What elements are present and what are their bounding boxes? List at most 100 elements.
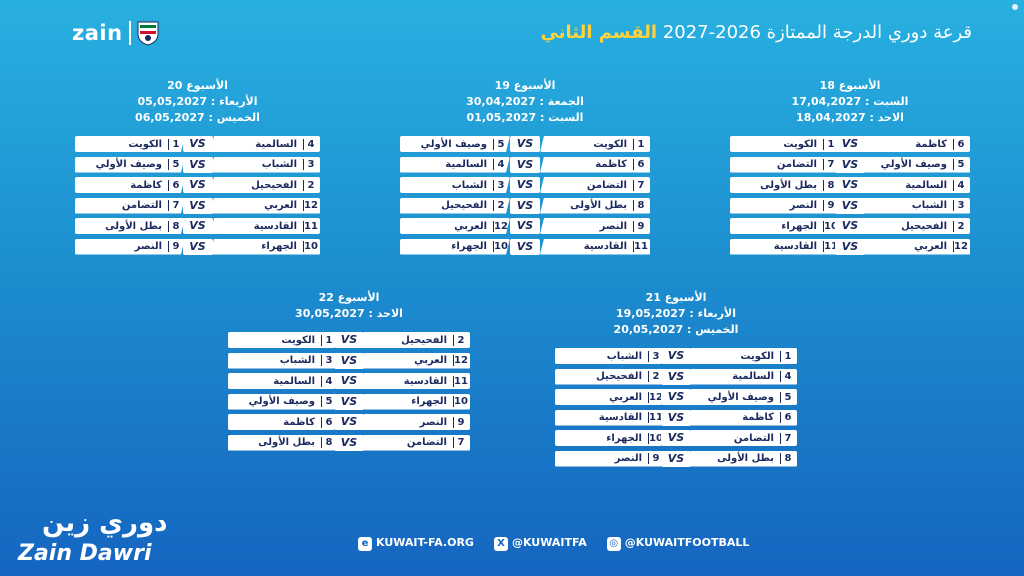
match-row: 5 وصيف الأولي VS 1 الكويت bbox=[400, 136, 650, 152]
match-row: 5 وصيف الأولي VS 3 الشباب bbox=[75, 156, 320, 173]
team-name: النصر bbox=[419, 416, 447, 428]
week-date: الأربعاء : 05,05,2027 bbox=[137, 95, 258, 108]
team-name: بطل الأولى bbox=[717, 453, 774, 464]
team-number: 1 bbox=[780, 350, 795, 362]
match-row: 9 النصر VS 10 الجهراء bbox=[75, 238, 320, 255]
match-row: 12 العربي VS 9 النصر bbox=[400, 218, 650, 234]
home-team: 4 السالمية bbox=[687, 368, 797, 385]
home-team: 11 القادسية bbox=[360, 373, 470, 389]
team-number: 6 bbox=[633, 159, 648, 170]
instagram-link[interactable]: ◎ @KUWAITFOOTBALL bbox=[606, 536, 749, 551]
week-title: الأسبوع 19 bbox=[494, 79, 556, 92]
home-team: 11 القادسية bbox=[540, 238, 650, 255]
match-row: 2 الفحيحيل VS 4 السالمية bbox=[555, 368, 797, 385]
vs-badge: VS bbox=[661, 430, 691, 446]
team-number: 3 bbox=[303, 159, 318, 170]
team-number: 3 bbox=[953, 200, 968, 211]
team-number: 10 bbox=[649, 432, 663, 444]
away-team: 12 العربي bbox=[400, 218, 510, 234]
home-team: 6 كاظمة bbox=[540, 156, 650, 173]
match-row: 10 الجهراء VS 7 التضامن bbox=[555, 430, 797, 446]
team-number: 2 bbox=[648, 371, 663, 382]
team-number: 6 bbox=[780, 412, 795, 423]
team-number: 4 bbox=[493, 159, 508, 170]
home-team: 11 القادسية bbox=[210, 218, 320, 234]
team-number: 2 bbox=[493, 200, 508, 211]
home-team: 6 كاظمة bbox=[860, 136, 970, 152]
away-team: 5 وصيف الأولي bbox=[400, 136, 510, 152]
away-team: 3 الشباب bbox=[228, 353, 338, 369]
zain-logo-text: zain bbox=[72, 21, 123, 45]
team-number: 11 bbox=[649, 412, 663, 423]
team-name: الفحيحيل bbox=[251, 179, 297, 191]
team-number: 7 bbox=[633, 179, 648, 191]
team-name: التضامن bbox=[406, 437, 447, 448]
team-name: وصيف الأولي bbox=[95, 159, 162, 170]
home-team: 2 الفحيحيل bbox=[360, 332, 470, 348]
footer-social: e KUWAIT-FA.ORG X @KUWAITFA ◎ @KUWAITFOOTBA… bbox=[358, 536, 749, 551]
team-name: الشباب bbox=[911, 200, 947, 211]
zain-dawri-arabic: دوري زين bbox=[42, 508, 168, 538]
home-team: 7 التضامن bbox=[360, 434, 470, 451]
home-team: 1 الكويت bbox=[540, 136, 650, 152]
match-row: 7 التضامن VS 5 وصيف الأولي bbox=[730, 156, 970, 173]
away-team: 4 السالمية bbox=[228, 373, 338, 389]
vs-badge: VS bbox=[510, 177, 540, 193]
team-number: 2 bbox=[953, 220, 968, 232]
away-team: 3 الشباب bbox=[400, 177, 510, 193]
match-row: 3 الشباب VS 1 الكويت bbox=[555, 348, 797, 364]
vs-badge: VS bbox=[182, 218, 213, 234]
team-name: وصيف الأولي bbox=[420, 138, 487, 150]
home-team: 12 العربي bbox=[360, 352, 470, 369]
top-right-dot bbox=[1012, 4, 1018, 10]
brand-separator bbox=[128, 21, 131, 45]
team-number: 5 bbox=[321, 396, 336, 407]
week-date: السبت : 01,05,2027 bbox=[466, 111, 584, 124]
vs-badge: VS bbox=[661, 368, 691, 385]
vs-badge: VS bbox=[835, 218, 865, 234]
match-list: 1 الكويت VS 4 السالمية 5 وصيف الأولي VS 3 الشباب 6… bbox=[75, 136, 320, 255]
team-number: 1 bbox=[633, 138, 648, 150]
team-number: 7 bbox=[780, 432, 795, 444]
away-team: 12 العربي bbox=[555, 389, 665, 405]
team-name: النصر bbox=[134, 241, 162, 252]
away-team: 2 الفحيحيل bbox=[555, 369, 665, 385]
home-team: 3 الشباب bbox=[210, 156, 320, 173]
team-name: العربي bbox=[454, 220, 487, 232]
team-number: 6 bbox=[168, 180, 183, 191]
home-team: 6 كاظمة bbox=[687, 409, 797, 426]
vs-badge: VS bbox=[182, 136, 213, 152]
home-team: 10 الجهراء bbox=[210, 238, 320, 255]
x-link[interactable]: X @KUWAITFA bbox=[493, 536, 587, 551]
brand-logo: zain bbox=[72, 20, 159, 46]
match-row: 6 كاظمة VS 9 النصر bbox=[228, 414, 470, 430]
away-team: 8 بطل الأولى bbox=[730, 177, 840, 193]
vs-badge: VS bbox=[334, 414, 364, 430]
team-name: القادسية bbox=[403, 375, 447, 387]
team-number: 1 bbox=[168, 139, 183, 150]
vs-badge: VS bbox=[334, 373, 364, 389]
home-team: 2 الفحيحيل bbox=[860, 218, 970, 234]
week-19-block: الأسبوع 19 الجمعة : 30,04,2027 السبت : 01,… bbox=[400, 78, 650, 259]
away-team: 10 الجهراء bbox=[400, 239, 510, 255]
match-row: 6 كاظمة VS 2 الفحيحيل bbox=[75, 177, 320, 193]
match-list: 1 الكويت VS 2 الفحيحيل 3 الشباب VS 12 العربي 4 السا… bbox=[228, 332, 470, 451]
away-team: 1 الكويت bbox=[75, 136, 185, 152]
team-number: 9 bbox=[823, 200, 838, 211]
vs-badge: VS bbox=[835, 177, 865, 193]
week-date: الاحد : 18,04,2027 bbox=[796, 111, 904, 124]
division-label: القسم الثاني bbox=[540, 22, 658, 43]
match-row: 4 السالمية VS 11 القادسية bbox=[228, 373, 470, 389]
vs-badge: VS bbox=[510, 197, 540, 214]
match-list: 3 الشباب VS 1 الكويت 2 الفحيحيل VS 4 السالمية 12 ال… bbox=[555, 348, 797, 467]
away-team: 1 الكويت bbox=[730, 136, 840, 152]
website-link[interactable]: e KUWAIT-FA.ORG bbox=[358, 536, 474, 551]
team-name: الجهراء bbox=[261, 241, 297, 252]
team-name: الشباب bbox=[279, 355, 315, 366]
week-header: الأسبوع 19 الجمعة : 30,04,2027 السبت : 01,… bbox=[400, 78, 650, 126]
match-list: 5 وصيف الأولي VS 1 الكويت 4 السالمية VS 6 كاظمة 3 ا… bbox=[400, 136, 650, 255]
match-row: 2 الفحيحيل VS 8 بطل الأولى bbox=[400, 197, 650, 214]
away-team: 5 وصيف الأولي bbox=[75, 157, 185, 173]
week-date: الاحد : 30,05,2027 bbox=[295, 307, 403, 320]
team-number: 9 bbox=[453, 416, 468, 428]
